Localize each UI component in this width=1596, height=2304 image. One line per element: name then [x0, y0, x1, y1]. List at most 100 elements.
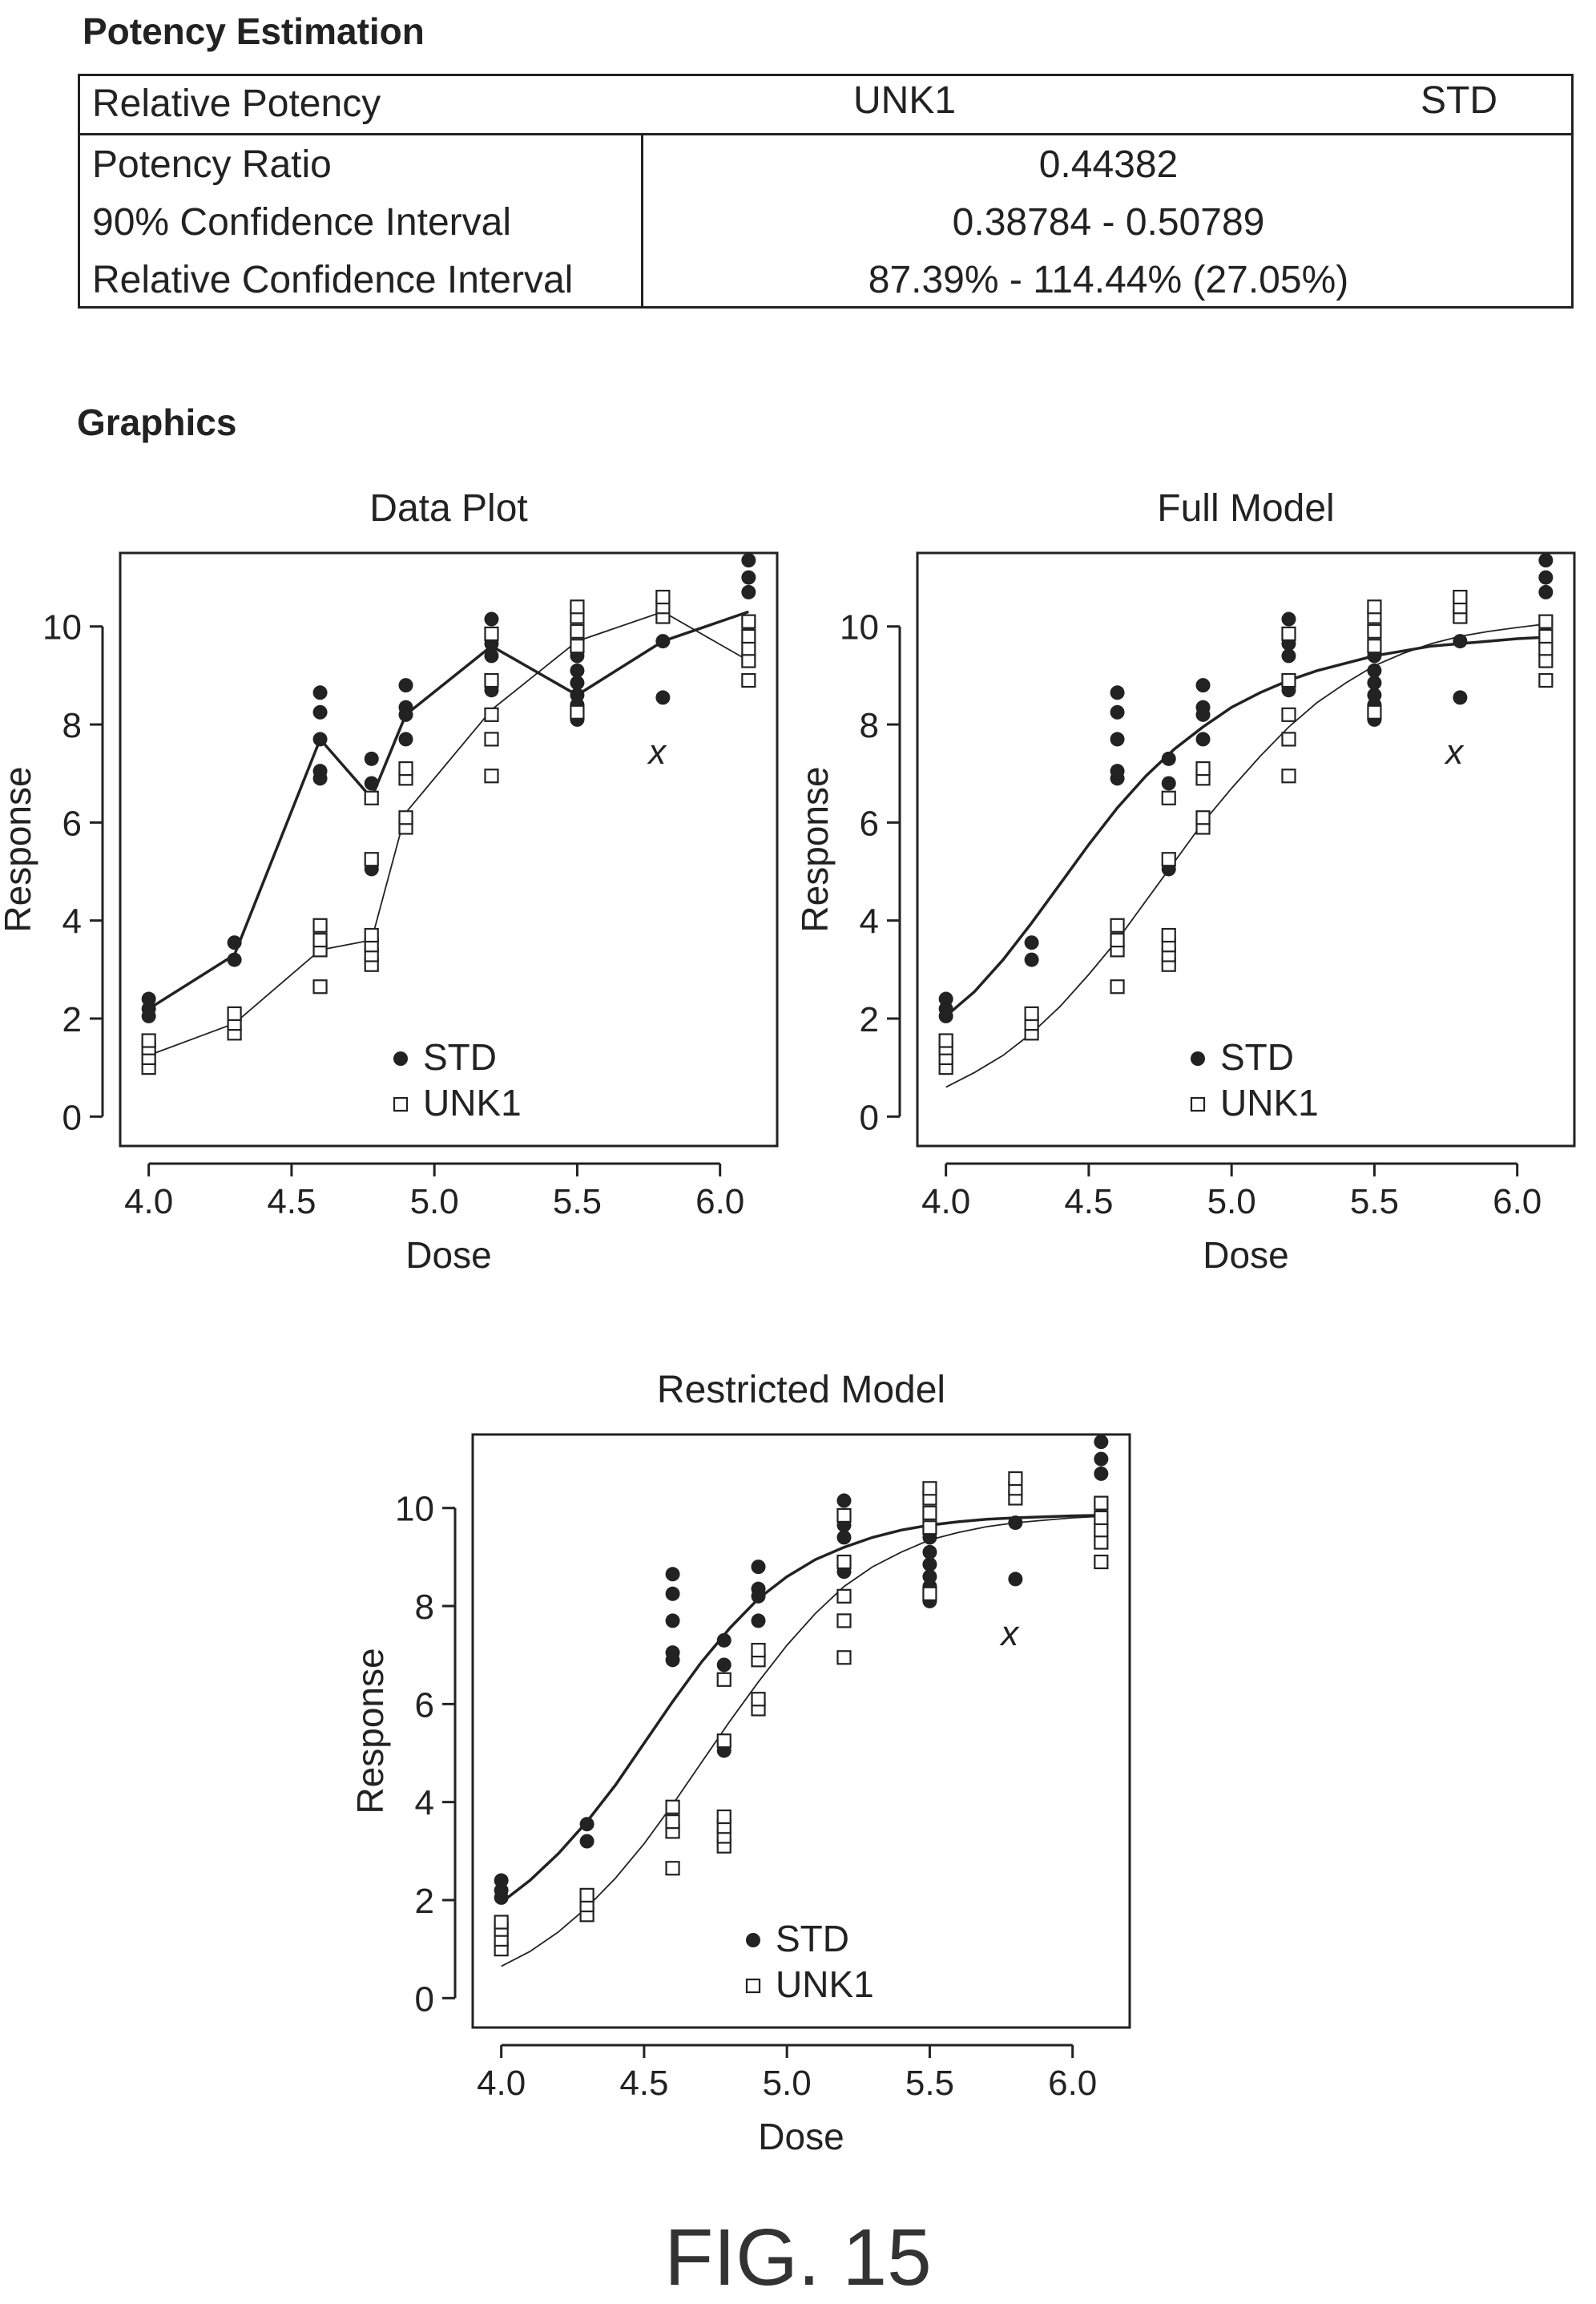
std-point	[836, 1493, 852, 1508]
unk1-point	[1094, 1535, 1109, 1550]
std-point	[1008, 1572, 1023, 1587]
x-axis-label: Dose	[758, 2116, 844, 2157]
unk1-point	[1453, 589, 1468, 605]
unk1-curve	[501, 1515, 1102, 1967]
data-plot-chart: Data Plot 0 2 4 6 8 10 Response 4.0 4.5 5.0 5.5 6.0 D…	[0, 487, 779, 1276]
std-point	[1161, 776, 1176, 791]
unk1-point	[1281, 672, 1296, 688]
unk1-point	[484, 732, 499, 747]
unk1-point	[741, 641, 756, 656]
unk1-point	[665, 1799, 680, 1814]
x-tick-label: 4.0	[124, 1182, 173, 1221]
unk1-point	[741, 672, 756, 688]
std-point	[570, 688, 585, 703]
std-point	[1367, 688, 1382, 703]
legend-std-marker	[1191, 1051, 1205, 1066]
legend-std-label: STD	[776, 1918, 849, 1959]
std-point	[741, 584, 756, 599]
std-point	[312, 764, 328, 779]
unk1-point	[312, 918, 328, 933]
unk1-point	[1195, 761, 1211, 777]
unk1-point	[741, 628, 756, 644]
unk1-point	[1024, 1006, 1039, 1021]
std-point	[1024, 935, 1039, 950]
unk1-point	[716, 1809, 732, 1825]
restricted-model-chart: Restricted Model 0 2 4 6 8 10 Response 4.0 4.5 5.0…	[349, 1369, 1131, 2157]
std-point	[227, 935, 242, 950]
figure-label: FIG. 15	[664, 2213, 932, 2302]
y-tick-label: 6	[860, 804, 879, 843]
legend-std-marker	[393, 1051, 408, 1066]
unk1-point	[836, 1650, 852, 1665]
std-point	[1110, 764, 1125, 779]
x-tick-label: 6.0	[695, 1182, 744, 1221]
unk1-point	[141, 1033, 156, 1048]
y-tick-label: 8	[62, 706, 82, 745]
legend-std-marker	[746, 1933, 760, 1947]
std-point	[1281, 648, 1296, 664]
unk1-point	[1008, 1471, 1023, 1487]
unk1-point	[922, 1505, 937, 1520]
x-axis-label: Dose	[405, 1234, 491, 1276]
potency-row-value: 0.44382	[1038, 143, 1179, 186]
std-point	[484, 611, 499, 627]
unk1-point	[741, 653, 756, 668]
std-point	[1094, 1434, 1109, 1450]
chart-annotation: x	[647, 732, 667, 772]
std-point	[922, 1544, 937, 1560]
unk1-point	[836, 1613, 852, 1628]
unk1-point	[1110, 933, 1125, 948]
unk1-point	[938, 1033, 953, 1048]
unk1-point	[1094, 1510, 1109, 1526]
x-tick-label: 5.0	[410, 1182, 459, 1221]
unk1-point	[484, 626, 499, 642]
x-tick-label: 4.0	[921, 1182, 970, 1221]
unk1-point	[1367, 623, 1382, 639]
x-tick-label: 5.5	[905, 2064, 954, 2103]
plot-frame	[119, 551, 779, 1148]
potency-row-label: 90% Confidence Interval	[78, 193, 643, 251]
std-point	[570, 676, 585, 691]
std-point	[751, 1581, 766, 1596]
legend-unk1-marker	[745, 1978, 761, 1994]
std-point	[227, 952, 242, 967]
std-point	[570, 663, 585, 678]
chart-title: Restricted Model	[657, 1369, 945, 1411]
potency-header-columns: UNK1 STD	[642, 74, 1574, 135]
std-point	[665, 1567, 680, 1582]
unk1-point	[665, 1861, 680, 1876]
plot-frame	[471, 1433, 1131, 2029]
y-tick-label: 6	[415, 1685, 434, 1725]
std-point	[1110, 732, 1125, 747]
y-tick-label: 4	[62, 902, 82, 942]
std-point	[141, 991, 156, 1007]
std-point	[579, 1817, 594, 1832]
std-point	[716, 1632, 732, 1648]
y-tick-label: 2	[62, 1000, 82, 1039]
std-point	[364, 751, 379, 766]
unk1-point	[751, 1692, 766, 1707]
unk1-point	[364, 852, 379, 867]
unk1-point	[398, 810, 413, 825]
y-tick-label: 10	[840, 608, 879, 648]
potency-row-label: Relative Confidence Interval	[78, 251, 643, 309]
y-tick-label: 2	[415, 1882, 434, 1921]
unk1-point	[484, 672, 499, 688]
unk1-point	[716, 1672, 732, 1687]
std-point	[484, 648, 499, 664]
potency-row: 90% Confidence Interval 0.38784 - 0.5078…	[78, 193, 1574, 251]
std-point	[398, 700, 413, 715]
std-point	[1110, 704, 1125, 720]
x-tick-label: 6.0	[1048, 2064, 1097, 2103]
std-point	[665, 1645, 680, 1660]
unk1-point	[579, 1887, 594, 1903]
potency-row: Relative Confidence Interval 87.39% - 11…	[78, 251, 1574, 309]
unk1-point	[570, 704, 585, 720]
potency-table: Relative Potency UNK1 STD Potency Ratio …	[78, 74, 1574, 309]
chart-annotation: x	[999, 1614, 1020, 1653]
std-point	[579, 1834, 594, 1849]
unk1-point	[1094, 1554, 1109, 1570]
potency-row-value: 87.39% - 114.44% (27.05%)	[868, 258, 1349, 301]
y-axis-label: Response	[349, 1648, 391, 1814]
potency-row: Potency Ratio 0.44382	[78, 134, 1574, 193]
